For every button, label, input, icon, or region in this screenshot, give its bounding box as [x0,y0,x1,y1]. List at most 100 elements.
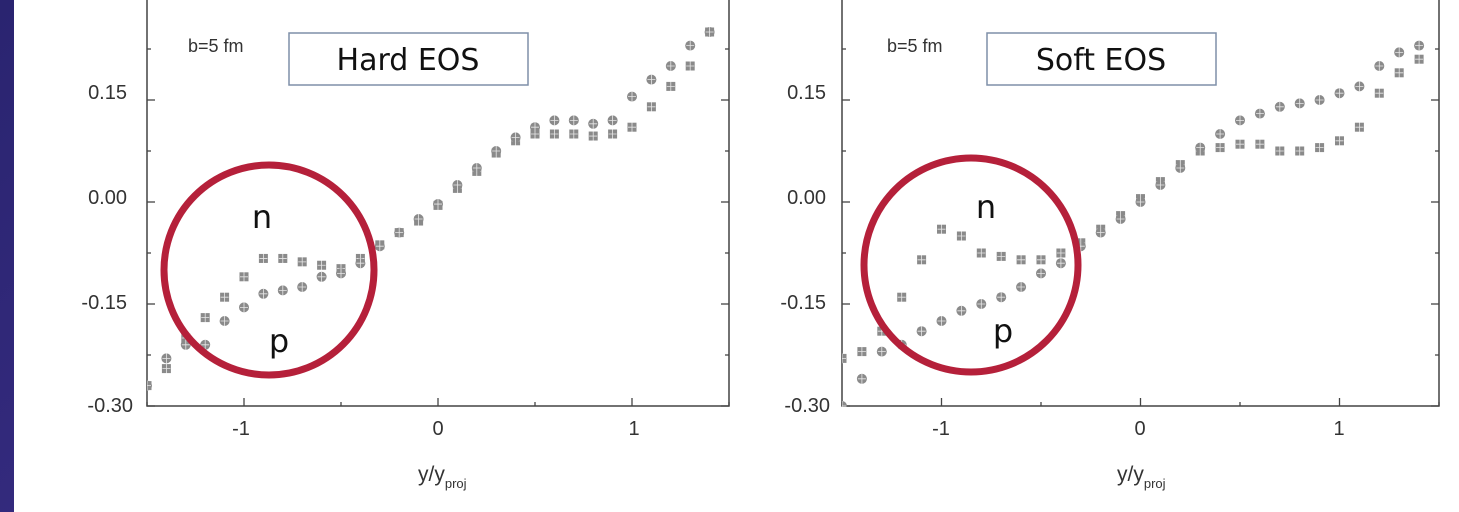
impact-parameter-label: b=5 fm [188,36,244,56]
error-bar [647,74,656,85]
eos-label-box [986,32,1217,86]
error-bar [492,146,501,156]
error-bar [666,61,675,71]
error-bar [259,253,268,264]
error-bar [434,199,442,210]
x-tick-label: 0 [432,418,443,440]
error-bar [608,115,617,126]
highlight-circle [160,161,378,379]
error-bar [608,129,617,139]
y-tick-label: -0.15 [81,292,127,314]
error-bar [1037,268,1045,279]
x-tick-label: 1 [628,418,639,440]
y-tick-label: 0.00 [88,187,127,209]
eos-label: Hard EOS [337,43,480,78]
eos-label: Soft EOS [1036,43,1166,78]
error-bar [977,248,986,258]
error-bar [1275,101,1284,112]
error-bar [1415,40,1424,51]
error-bar [569,129,578,139]
error-bar [1176,163,1185,173]
error-bar [1395,67,1404,78]
error-bar [162,363,171,374]
chart-panel-hard: 0.15 0.00 -0.15 -0.30 -1 0 1 y/yproj b=5… [81,0,730,491]
error-bar [1017,282,1026,292]
error-bar [1375,61,1384,71]
error-bar [1255,108,1264,119]
error-bar [937,316,946,326]
error-bar [278,285,287,296]
error-bar [997,251,1006,262]
error-bar [842,401,846,407]
error-bar [1275,146,1284,156]
error-bar [317,260,326,271]
error-bar [220,292,229,303]
error-bar [356,258,365,269]
error-bar [240,271,248,282]
error-bar [453,180,462,190]
x-tick-label: -1 [232,418,250,440]
error-bar [201,339,210,350]
error-bar [1216,129,1225,139]
error-bar [1255,139,1264,150]
proton-label: p [993,312,1013,350]
error-bar [511,132,520,143]
error-bar [857,346,866,357]
neutron-label: n [976,188,996,226]
x-axis-title-main: y/y [418,463,445,486]
error-bar [1196,142,1205,153]
x-axis-title: y/yproj [1117,463,1166,491]
error-bar [337,268,345,279]
error-bar [1295,146,1304,156]
x-axis-title: y/yproj [418,463,467,491]
error-bar [1236,115,1244,126]
y-tick-label: -0.30 [87,395,133,417]
tick-marks-hard [146,48,730,407]
y-tick-label: 0.00 [787,187,826,209]
error-bar [1216,142,1225,153]
proton-label: p [269,322,289,360]
error-bar [1415,54,1424,65]
error-bar [162,353,171,364]
error-bar [666,81,675,92]
error-bar [647,101,656,112]
error-bar [686,61,695,71]
error-bar [317,271,326,282]
error-bar [1156,180,1165,190]
error-bar [1395,47,1404,58]
error-bar [917,326,926,337]
y-tick-label: 0.15 [88,82,127,104]
error-bar [298,282,307,292]
chart-panel-soft: 0.15 0.00 -0.15 -0.30 -1 0 1 y/yproj b=5… [780,0,1440,491]
highlight-circle [860,154,1082,376]
error-bar [1056,248,1065,258]
y-tick-label: 0.15 [787,82,826,104]
error-bar [569,115,578,126]
error-bar [1335,135,1344,146]
error-bar [1315,95,1324,105]
error-bar [628,122,636,133]
error-bar [1375,88,1384,99]
error-bar [1236,139,1244,150]
error-bar [395,227,404,238]
error-bar [589,131,598,142]
x-axis-title-sub: proj [1144,476,1166,491]
data-points-soft [842,40,1425,407]
error-bar [589,118,598,129]
error-bar [842,353,846,364]
error-bar [897,292,906,303]
error-bar [278,253,287,264]
error-bar [997,292,1006,303]
error-bar [1315,142,1324,153]
error-bar [375,241,384,252]
error-bar [628,91,636,102]
error-bar [550,115,559,126]
error-bar [937,224,946,235]
data-point-p [842,401,847,407]
error-bar [1335,88,1344,99]
x-tick-label: 1 [1333,418,1344,440]
error-bar [1116,214,1125,224]
x-axis-title-sub: proj [445,476,467,491]
y-tick-label: -0.30 [784,395,830,417]
